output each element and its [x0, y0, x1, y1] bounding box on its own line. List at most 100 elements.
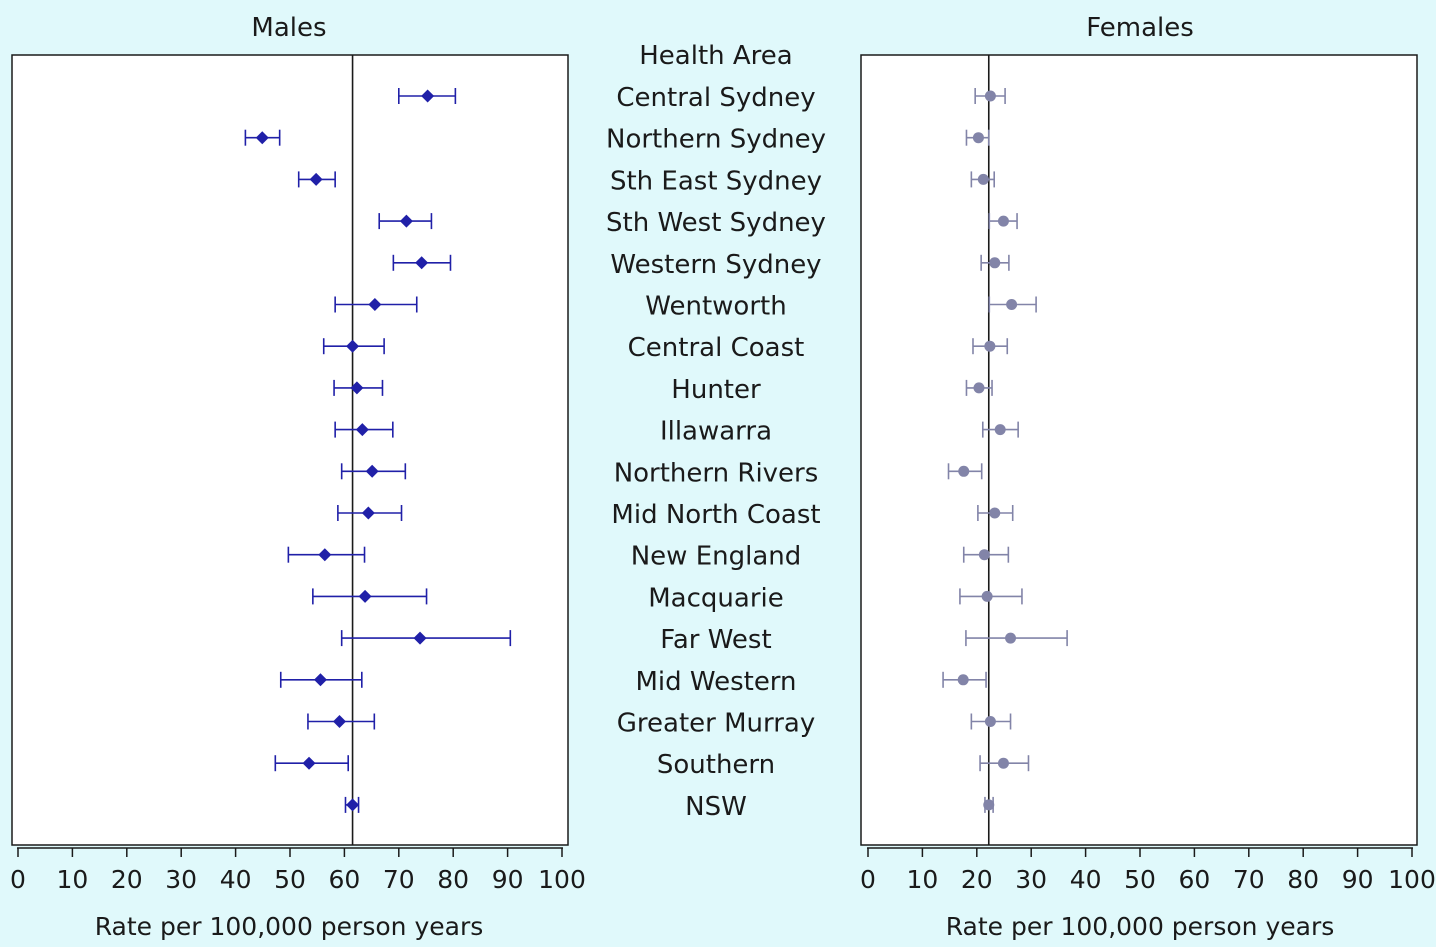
males-row-mid-western [279, 671, 363, 688]
females-row-southern [979, 755, 1030, 772]
health-area-header: Health Area [639, 41, 792, 71]
females-x-tick-label: 40 [1070, 865, 1102, 894]
males-marks [244, 55, 512, 845]
category-label: Central Coast [628, 333, 805, 363]
females-row-mid-north-coast [977, 505, 1014, 521]
males-row-central-sydney [397, 88, 457, 104]
females-row-greater-murray [970, 713, 1012, 730]
females-row-northern-rivers [947, 463, 983, 480]
males-x-axis: 0 10 20 30 40 50 60 70 80 90 100 [10, 847, 586, 894]
males-x-tick-label: 70 [383, 865, 415, 894]
males-estimate-point [415, 256, 429, 270]
males-panel-title: Males [251, 13, 326, 43]
females-x-tick-label: 80 [1287, 865, 1319, 894]
males-x-tick-label: 50 [274, 865, 306, 894]
males-estimate-point [333, 715, 347, 728]
category-label: Sth East Sydney [610, 166, 822, 196]
females-x-tick-label: 50 [1124, 865, 1156, 894]
females-x-tick-label: 60 [1178, 865, 1210, 894]
males-row-northern-rivers [340, 463, 407, 480]
males-estimate-point [302, 756, 316, 770]
males-plot-frame [11, 54, 569, 846]
category-label: NSW [685, 792, 747, 822]
males-x-tick-label: 30 [165, 865, 197, 894]
males-estimate-point [309, 172, 323, 186]
category-label: Northern Sydney [606, 125, 826, 155]
males-x-tick-label: 10 [56, 865, 88, 894]
females-row-central-sydney [974, 88, 1006, 104]
females-row-nsw [983, 796, 995, 813]
females-estimate-point [972, 132, 984, 144]
males-row-hunter [333, 379, 384, 396]
males-estimate-point [421, 89, 435, 103]
category-labels: Central Sydney Northern Sydney Sth East Sy… [606, 83, 826, 822]
males-row-northern-sydney [244, 129, 281, 146]
males-estimate-point [368, 298, 382, 311]
females-marks [942, 55, 1068, 845]
category-label: Southern [657, 750, 775, 780]
females-panel: Females 0 10 20 30 40 50 60 70 80 90 100 Rate per … [860, 13, 1436, 941]
category-label: New England [631, 542, 802, 572]
females-x-tick-label: 30 [1015, 865, 1047, 894]
males-row-sth-west-sydney [378, 213, 433, 230]
females-estimate-point [984, 716, 996, 727]
females-row-central-coast [972, 338, 1009, 355]
males-x-tick-label: 40 [220, 865, 252, 894]
category-label: Illawarra [660, 417, 772, 447]
females-panel-title: Females [1086, 13, 1194, 43]
males-x-tick-label: 90 [492, 865, 524, 894]
females-estimate-point [958, 465, 970, 477]
males-estimate-point [399, 214, 413, 228]
males-estimate-point [358, 589, 372, 603]
females-estimate-point [978, 549, 990, 561]
females-estimate-point [984, 340, 996, 352]
females-x-tick-label: 10 [906, 865, 938, 894]
males-row-far-west [340, 630, 512, 647]
females-estimate-point [977, 173, 989, 185]
category-label: Mid Western [635, 667, 796, 697]
females-x-axis: 0 10 20 30 40 50 60 70 80 90 100 [860, 847, 1436, 894]
males-estimate-point [355, 423, 369, 437]
females-estimate-point [984, 90, 996, 102]
males-x-tick-label: 80 [437, 865, 469, 894]
females-x-tick-label: 90 [1342, 865, 1374, 894]
category-label: Mid North Coast [611, 500, 820, 530]
males-estimate-point [313, 673, 327, 687]
males-estimate-point [346, 798, 360, 812]
females-row-mid-western [942, 671, 987, 688]
females-x-axis-label: Rate per 100,000 person years [946, 912, 1335, 941]
males-estimate-point [318, 548, 332, 562]
males-panel: Males 0 10 20 30 40 50 60 70 80 90 100 Rate per 10… [10, 13, 586, 941]
females-x-tick-label: 20 [961, 865, 993, 894]
category-label: Greater Murray [617, 709, 816, 739]
females-estimate-point [989, 507, 1001, 519]
males-row-illawarra [334, 421, 394, 438]
category-label: Central Sydney [616, 83, 815, 113]
males-x-axis-label: Rate per 100,000 person years [95, 912, 484, 941]
females-estimate-point [994, 424, 1006, 436]
females-x-tick-label: 70 [1233, 865, 1265, 894]
males-x-tick-label: 60 [328, 865, 360, 894]
males-row-sth-east-sydney [297, 171, 336, 188]
females-row-new-england [962, 546, 1010, 563]
males-row-new-england [287, 546, 366, 563]
males-row-nsw [344, 796, 360, 813]
females-row-northern-sydney [965, 129, 990, 146]
category-label: Macquarie [648, 583, 783, 613]
males-row-wentworth [334, 296, 418, 313]
females-estimate-point [1006, 299, 1018, 310]
females-estimate-point [1005, 632, 1017, 644]
males-row-mid-north-coast [337, 505, 403, 521]
females-x-tick-label: 100 [1388, 865, 1436, 894]
males-row-central-coast [322, 338, 385, 355]
females-row-sth-east-sydney [970, 171, 996, 188]
category-label: Western Sydney [610, 250, 821, 280]
males-row-southern [274, 755, 350, 772]
females-row-far-west [965, 630, 1068, 647]
females-estimate-point [957, 674, 969, 686]
females-row-sth-west-sydney [988, 213, 1018, 230]
males-estimate-point [350, 381, 364, 395]
category-label: Wentworth [645, 292, 786, 322]
